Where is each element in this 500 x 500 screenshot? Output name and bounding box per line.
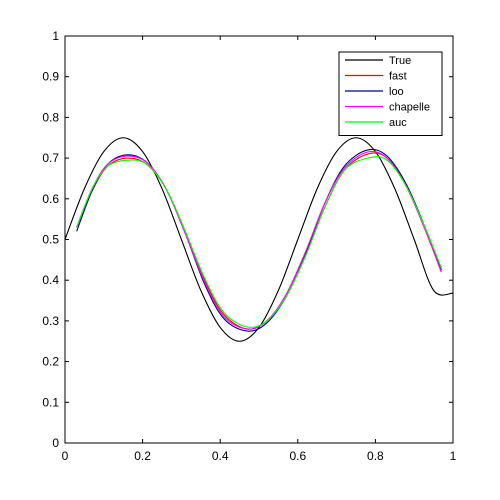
legend-label-fast: fast (389, 71, 407, 83)
series-line-chapelle (76, 150, 442, 330)
y-tick-label: 0.9 (42, 70, 59, 84)
y-tick-label: 0.4 (42, 273, 59, 287)
y-tick-label: 0 (52, 436, 59, 450)
y-tick-label: 0.2 (42, 355, 59, 369)
legend-label-chapelle: chapelle (389, 102, 430, 114)
x-tick-label: 1 (450, 449, 457, 463)
y-tick-label: 0.5 (42, 233, 59, 247)
x-tick-label: 0.2 (134, 449, 151, 463)
x-tick-label: 0 (62, 449, 69, 463)
y-tick-label: 0.1 (42, 395, 59, 409)
legend-label-auc: auc (389, 117, 407, 129)
legend: True fast loo chapelle auc (338, 51, 443, 136)
series-line-true (65, 137, 453, 342)
x-tick-label: 0.6 (289, 449, 306, 463)
legend-label-loo: loo (389, 86, 404, 98)
y-tick-label: 0.7 (42, 151, 59, 165)
series-line-loo (76, 148, 442, 332)
series-lines (65, 137, 453, 342)
y-tick-label: 0.6 (42, 192, 59, 206)
series-line-auc (76, 156, 442, 328)
x-tick-label: 0.8 (367, 449, 384, 463)
y-tick-label: 1 (52, 29, 59, 43)
legend-label-true: True (389, 55, 411, 67)
y-tick-label: 0.8 (42, 110, 59, 124)
x-tick-label: 0.4 (212, 449, 229, 463)
y-tick-label: 0.3 (42, 314, 59, 328)
